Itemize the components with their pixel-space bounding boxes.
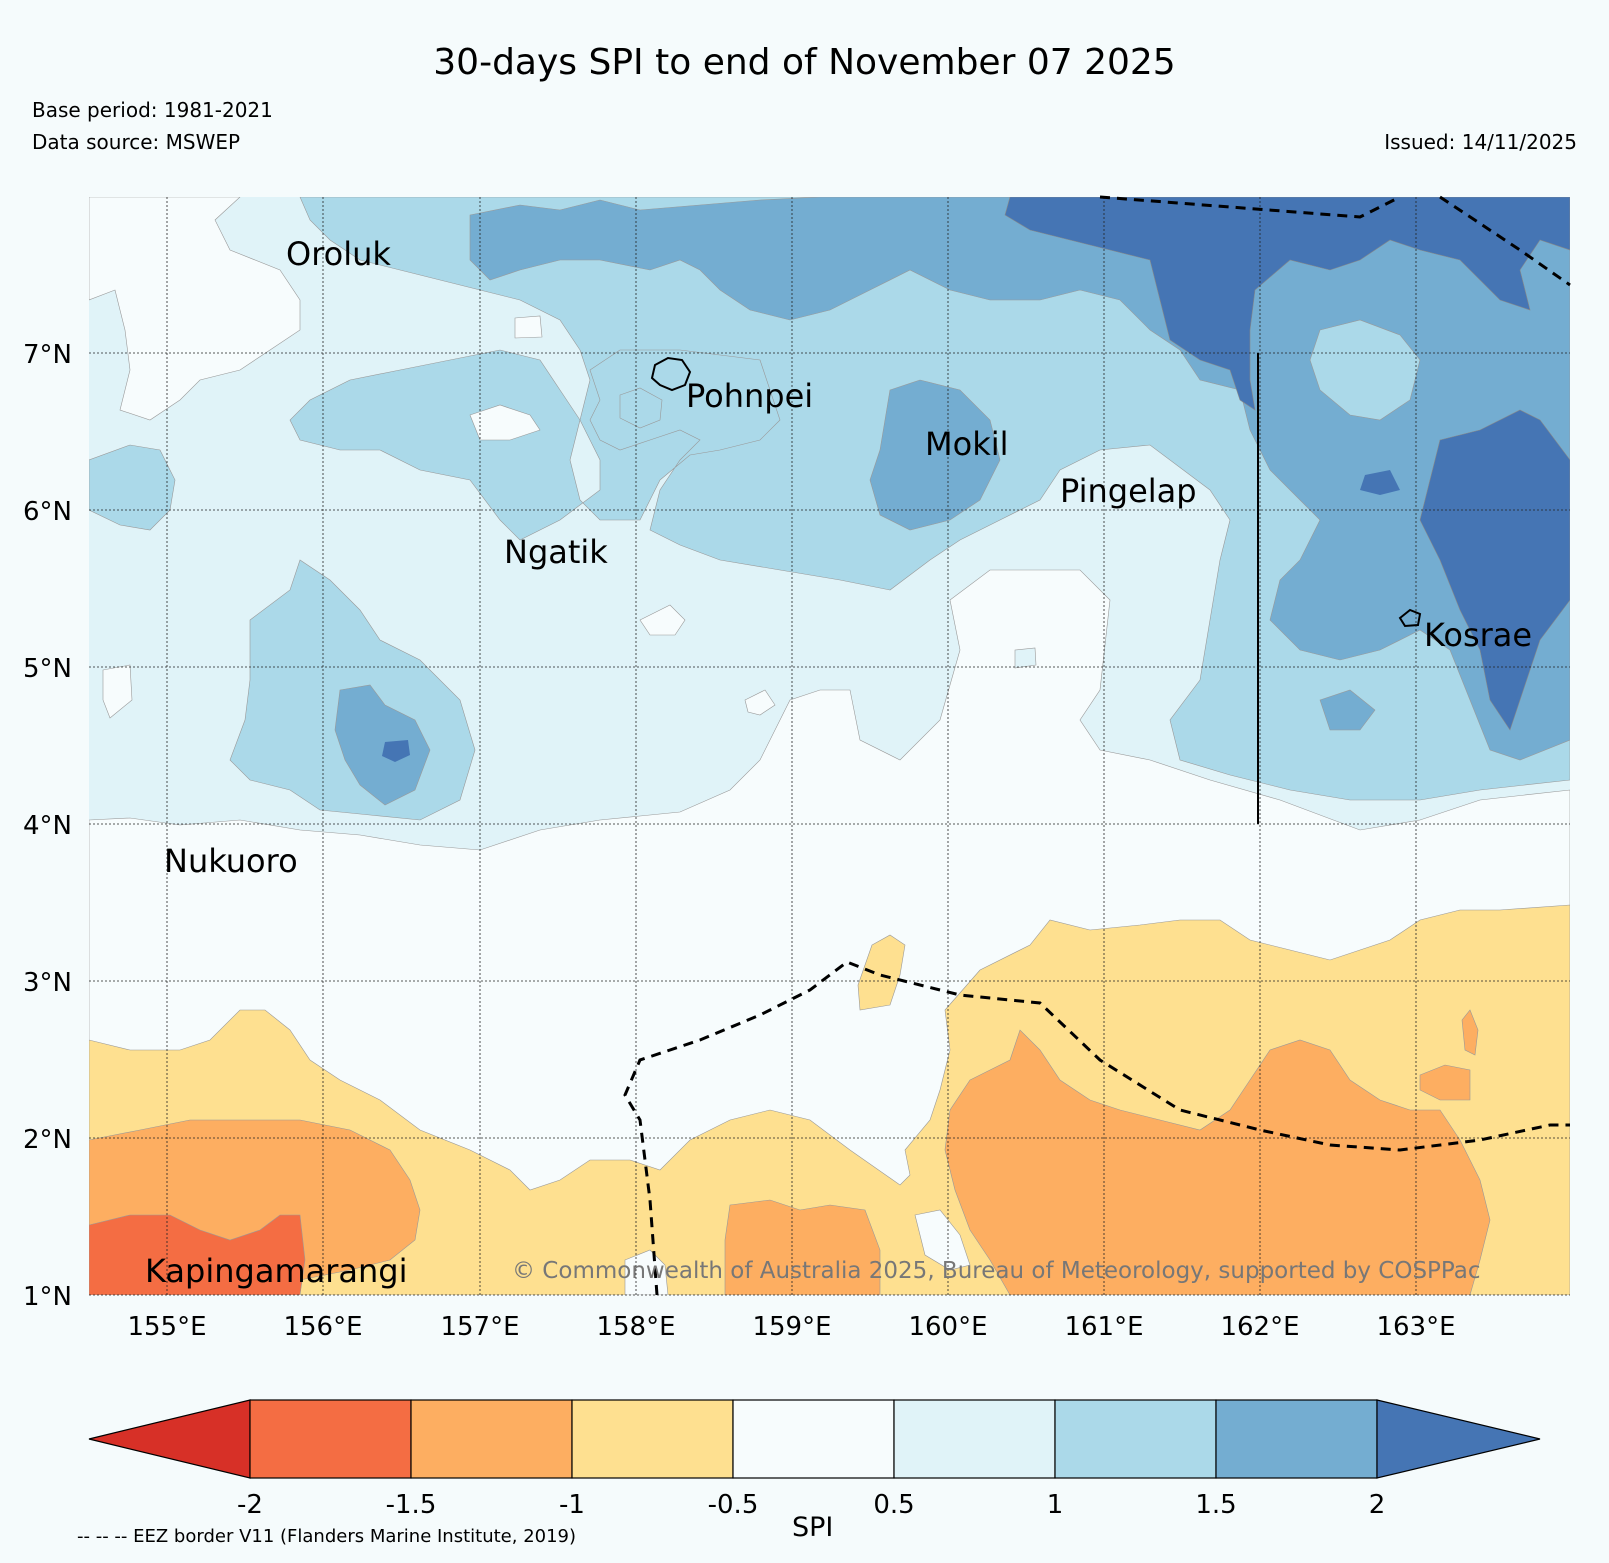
colorbar-tick: 1 [1047,1490,1064,1520]
colorbar-swatch [410,1399,573,1479]
colorbar-tick: -1.5 [386,1490,437,1520]
graticule [89,197,1570,1296]
colorbar-swatch [893,1399,1056,1479]
lat-label: 2°N [23,1125,72,1155]
lat-label: 6°N [23,497,72,527]
lon-label: 162°E [1220,1312,1299,1342]
lon-label: 161°E [1064,1312,1143,1342]
place-label-pingelap: Pingelap [1060,472,1197,510]
place-label-mokil: Mokil [925,425,1009,463]
lon-label: 163°E [1376,1312,1455,1342]
issued-date: Issued: 14/11/2025 [1384,130,1577,154]
lat-label: 7°N [23,340,72,370]
kosrae-island [1398,608,1422,628]
eez-legend-note: -- -- -- EEZ border V11 (Flanders Marine… [77,1526,577,1547]
colorbar-tick: 1.5 [1195,1490,1236,1520]
colorbar-tick: -2 [237,1490,263,1520]
eez-borders [623,195,1571,1296]
colorbar-tick: -0.5 [708,1490,759,1520]
spi-contours [89,197,1570,1295]
map-title: 30-days SPI to end of November 07 2025 [433,42,1176,83]
colorbar [88,1399,1541,1479]
lat-label: 3°N [23,968,72,998]
place-label-kosrae: Kosrae [1424,616,1532,654]
lon-label: 160°E [908,1312,987,1342]
colorbar-swatch [1215,1399,1378,1479]
colorbar-extend-low [88,1399,251,1479]
colorbar-swatch [571,1399,734,1479]
place-labels: Oroluk Pohnpei Mokil Pingelap Ngatik Kos… [145,235,1532,1290]
place-label-oroluk: Oroluk [286,235,391,273]
spi-gt2-region [1004,197,1570,411]
lat-label: 1°N [23,1282,72,1312]
spi-neg1.5-neg2-region [89,1214,306,1295]
lat-label: 4°N [23,811,72,841]
spi-1.5-2-region [469,197,1570,761]
pohnpei-island [650,356,692,392]
base-period: Base period: 1981-2021 [32,98,273,122]
lon-labels: 155°E 156°E 157°E 158°E 159°E 160°E 161°… [127,1312,1455,1342]
colorbar-swatch [1054,1399,1217,1479]
data-source: Data source: MSWEP [32,130,241,154]
colorbar-tick: -1 [559,1490,585,1520]
colorbar-swatch [732,1399,895,1479]
colorbar-ticks: -2 -1.5 -1 -0.5 0.5 1 1.5 2 [237,1490,1385,1520]
place-label-ngatik: Ngatik [504,533,608,571]
colorbar-tick: 2 [1369,1490,1386,1520]
place-label-nukuoro: Nukuoro [164,842,298,880]
lon-label: 155°E [127,1312,206,1342]
colorbar-swatch [249,1399,412,1479]
lat-label: 5°N [23,654,72,684]
lon-label: 159°E [752,1312,831,1342]
lon-label: 157°E [440,1312,519,1342]
lon-label: 156°E [283,1312,362,1342]
place-label-pohnpei: Pohnpei [686,377,813,415]
colorbar-extend-high [1376,1399,1541,1479]
colorbar-label: SPI [792,1512,834,1543]
copyright-notice: © Commonwealth of Australia 2025, Bureau… [512,1258,1481,1284]
colorbar-tick: 0.5 [873,1490,914,1520]
place-label-kapingamarangi: Kapingamarangi [145,1252,407,1290]
lat-labels: 7°N 6°N 5°N 4°N 3°N 2°N 1°N [23,340,72,1312]
lon-label: 158°E [596,1312,675,1342]
